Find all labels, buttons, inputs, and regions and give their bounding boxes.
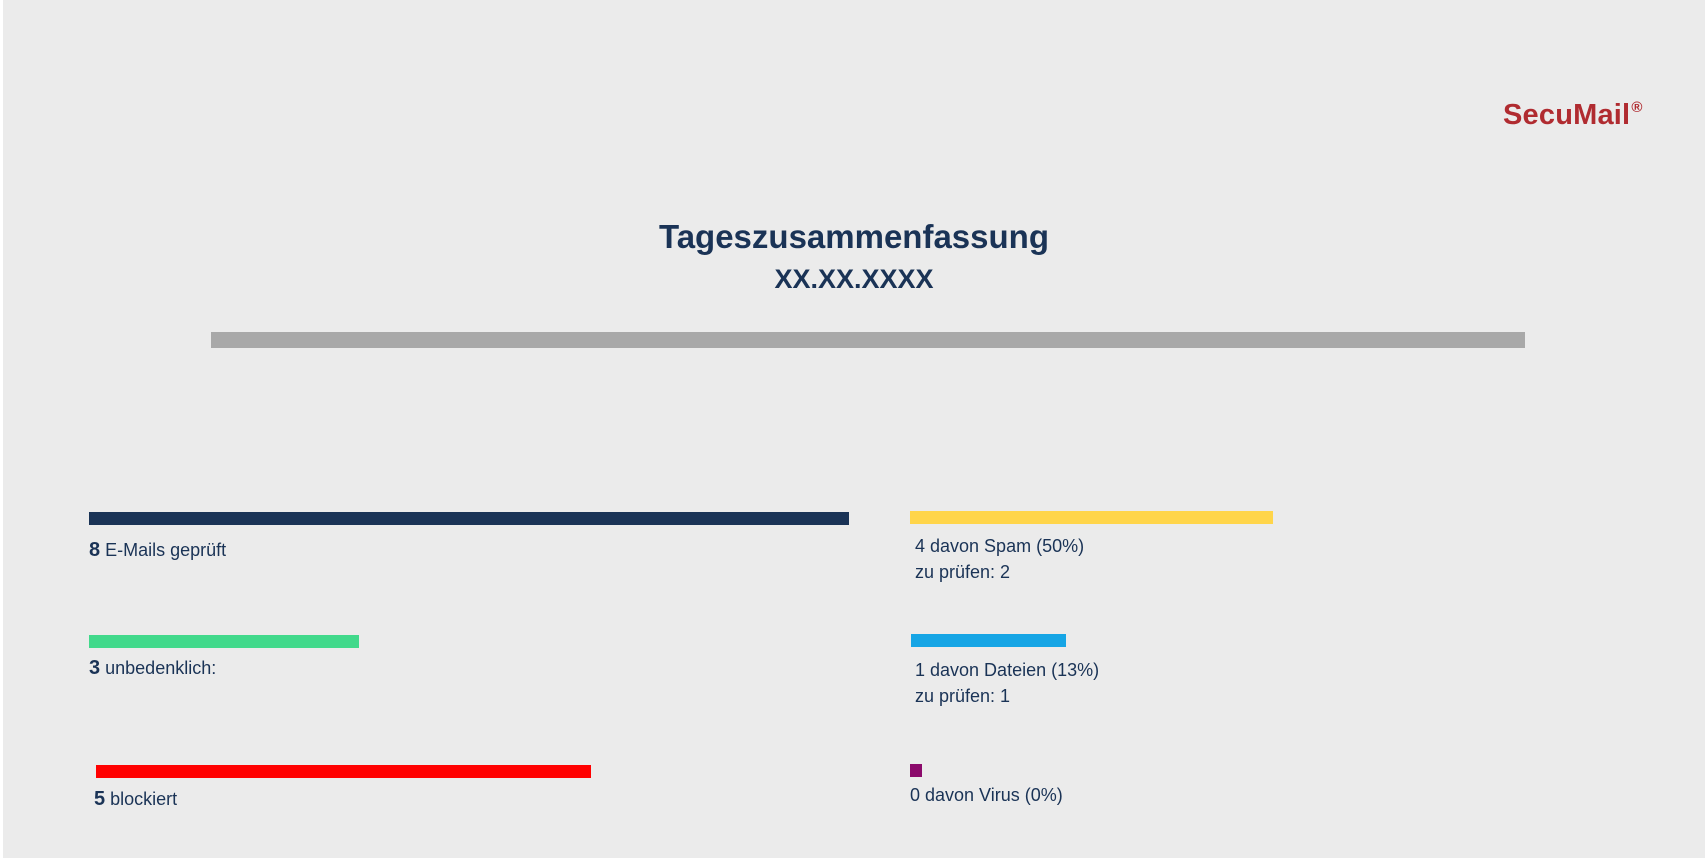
blocked-count: 5 xyxy=(94,788,106,810)
harmless-bar xyxy=(89,635,359,648)
spam-label: 4 davon Spam (50%) zu prüfen: 2 xyxy=(915,533,1084,585)
files-label: 1 davon Dateien (13%) zu prüfen: 1 xyxy=(915,657,1099,709)
summary-card: SecuMail® Tageszusammenfassung XX.XX.XXX… xyxy=(3,0,1705,858)
virus-marker xyxy=(910,764,922,777)
checked-text: E-Mails geprüft xyxy=(105,540,227,560)
checked-bar xyxy=(89,512,849,525)
blocked-text: blockiert xyxy=(110,789,178,809)
checked-label: 8 E-Mails geprüft xyxy=(89,537,226,563)
page-title: Tageszusammenfassung xyxy=(658,218,1049,255)
spam-line1: 4 davon Spam (50%) xyxy=(915,536,1085,556)
virus-line1: 0 davon Virus (0%) xyxy=(910,785,1063,805)
logo-text: SecuMail xyxy=(1503,99,1631,131)
spam-line2: zu prüfen: 2 xyxy=(915,562,1011,582)
secumail-logo: SecuMail® xyxy=(1503,99,1643,132)
divider xyxy=(211,332,1525,348)
spam-bar xyxy=(910,511,1273,524)
harmless-count: 3 xyxy=(89,657,101,679)
summary-date: XX.XX.XXXX xyxy=(774,264,934,294)
virus-label: 0 davon Virus (0%) xyxy=(910,782,1063,808)
checked-count: 8 xyxy=(89,539,101,561)
registered-mark: ® xyxy=(1631,99,1643,116)
harmless-label: 3 unbedenklich: xyxy=(89,655,216,681)
blocked-label: 5 blockiert xyxy=(94,786,177,812)
files-line1: 1 davon Dateien (13%) xyxy=(915,660,1100,680)
files-bar xyxy=(911,634,1066,647)
blocked-bar xyxy=(96,765,591,778)
files-line2: zu prüfen: 1 xyxy=(915,686,1011,706)
harmless-text: unbedenklich: xyxy=(105,658,217,678)
